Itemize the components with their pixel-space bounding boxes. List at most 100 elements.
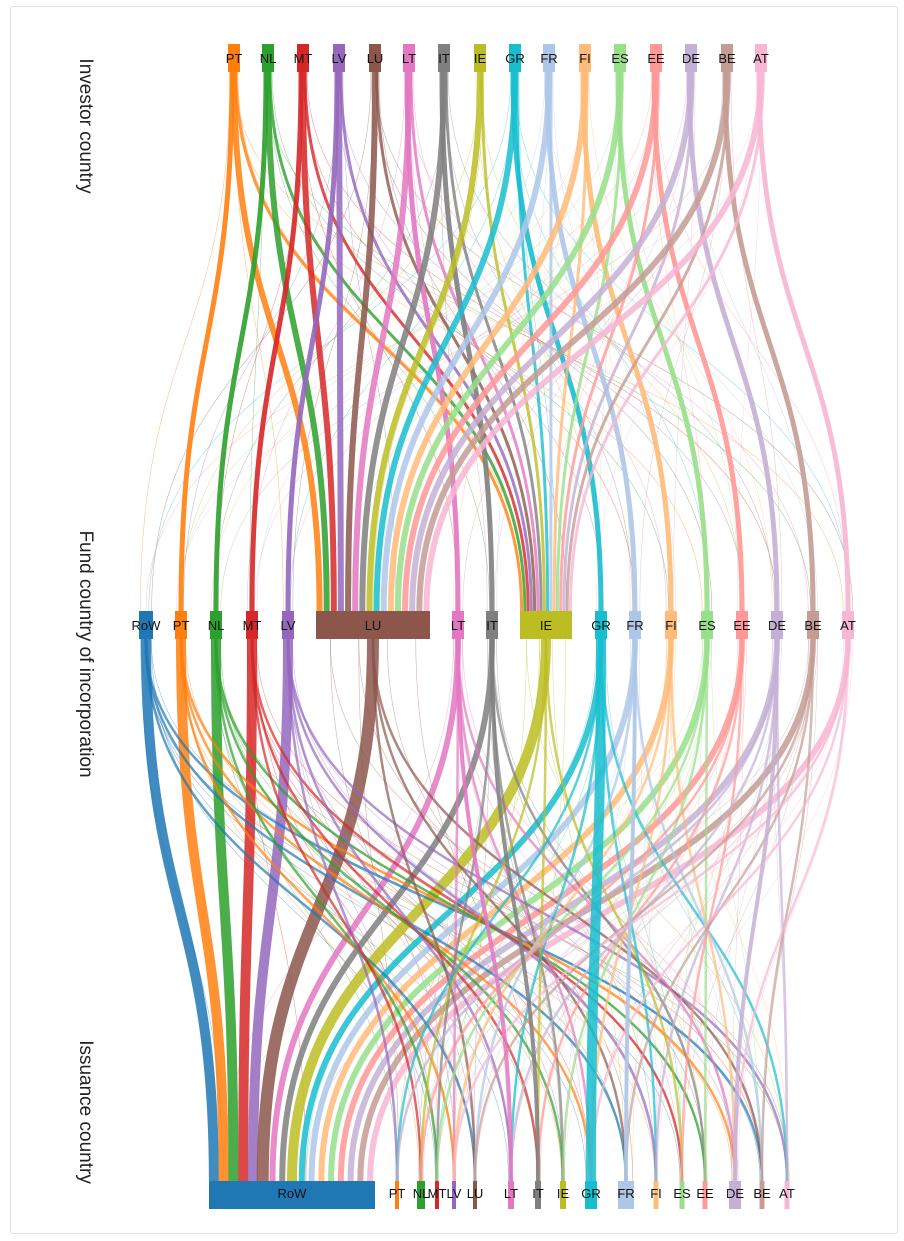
flow-link xyxy=(633,638,764,1182)
flow-link xyxy=(148,71,512,612)
issuance-label-mt: MT xyxy=(428,1186,447,1201)
investor-node-gr xyxy=(509,44,521,72)
flow-link xyxy=(395,638,779,1182)
flow-link xyxy=(366,71,483,612)
flow-link xyxy=(409,71,694,612)
flow-link xyxy=(562,71,695,612)
flow-link xyxy=(318,638,674,1182)
investor-node-de xyxy=(685,44,697,72)
investor-label-de: DE xyxy=(682,51,700,66)
flow-link xyxy=(544,638,684,1182)
flow-link xyxy=(760,638,815,1182)
issuance-label-nl: NL xyxy=(413,1186,430,1201)
issuance-node-gr xyxy=(585,1181,597,1209)
flow-link xyxy=(178,71,235,612)
fund-node-fi xyxy=(665,611,677,639)
flow-link xyxy=(655,71,849,612)
flow-link xyxy=(329,638,456,1182)
flow-link xyxy=(404,71,809,612)
main-links xyxy=(141,71,851,1182)
fund-label-ie: IE xyxy=(540,618,553,633)
flow-link xyxy=(588,71,773,612)
flow-link xyxy=(511,638,815,1182)
fund-label-lu: LU xyxy=(365,618,382,633)
flow-link xyxy=(394,71,623,612)
issuance-node-at xyxy=(784,1181,790,1209)
flow-link xyxy=(624,638,637,1182)
flow-link xyxy=(639,71,728,612)
issuance-label-be: BE xyxy=(753,1186,771,1201)
flow-link xyxy=(473,638,815,1182)
flow-link xyxy=(386,638,633,1182)
flow-link xyxy=(140,71,231,612)
issuance-label-ee: EE xyxy=(696,1186,714,1201)
flow-link xyxy=(141,638,219,1182)
flow-link xyxy=(447,71,775,612)
investor-label-pt: PT xyxy=(226,51,243,66)
flow-link xyxy=(703,638,709,1182)
investor-label-fr: FR xyxy=(540,51,557,66)
fund-node-gr xyxy=(595,611,607,639)
flow-link xyxy=(514,71,851,612)
flow-link xyxy=(651,71,745,612)
flow-link xyxy=(561,638,709,1182)
flow-link xyxy=(568,71,765,612)
issuance-node-mt xyxy=(435,1181,439,1209)
issuance-node-lu xyxy=(473,1181,477,1209)
flow-link xyxy=(639,638,658,1182)
issuance-label-de: DE xyxy=(726,1186,744,1201)
flow-link xyxy=(336,71,344,612)
flow-link xyxy=(140,638,681,1182)
flow-link xyxy=(402,71,659,612)
fund-label-es: ES xyxy=(698,618,716,633)
issuance-label-es: ES xyxy=(673,1186,691,1201)
issuance-label-gr: GR xyxy=(581,1186,601,1201)
investor-node-fi xyxy=(579,44,591,72)
investor-node-lv xyxy=(333,44,345,72)
flow-link xyxy=(238,638,257,1182)
flow-link xyxy=(619,71,740,612)
fund-node-ee xyxy=(736,611,748,639)
flow-link xyxy=(412,71,667,612)
fund-node-lv xyxy=(282,611,294,639)
flow-link xyxy=(220,638,538,1182)
investor-node-at xyxy=(755,44,767,72)
flow-link xyxy=(480,71,546,612)
investor-label-be: BE xyxy=(718,51,736,66)
fund-label-lt: LT xyxy=(451,618,465,633)
flow-link xyxy=(268,71,527,612)
flow-link xyxy=(339,71,533,612)
flow-link xyxy=(286,638,789,1182)
flow-link xyxy=(287,638,551,1182)
flow-link xyxy=(395,638,603,1182)
flow-link xyxy=(214,638,707,1182)
investor-node-nl xyxy=(262,44,274,72)
flow-link xyxy=(537,638,782,1182)
flow-link xyxy=(271,71,669,612)
flow-link xyxy=(456,638,513,1182)
fund-node-row xyxy=(139,611,153,639)
flow-link xyxy=(654,638,779,1182)
flow-link xyxy=(680,638,744,1182)
investor-node-ee xyxy=(650,44,662,72)
issuance-node-be xyxy=(759,1181,765,1209)
fund-label-at: AT xyxy=(840,618,856,633)
flow-link xyxy=(375,71,537,612)
fund-label-fr: FR xyxy=(626,618,643,633)
investor-label-mt: MT xyxy=(294,51,313,66)
flow-link xyxy=(250,638,684,1182)
flow-link xyxy=(292,71,376,612)
flow-link xyxy=(371,638,764,1182)
investor-node-mt xyxy=(297,44,309,72)
flow-link xyxy=(615,71,710,612)
flow-link xyxy=(367,638,851,1182)
fund-node-lt xyxy=(452,611,464,639)
flow-link xyxy=(416,71,730,612)
issuance-label-at: AT xyxy=(779,1186,795,1201)
investor-label-gr: GR xyxy=(505,51,525,66)
flow-link xyxy=(328,638,710,1182)
fund-label-it: IT xyxy=(486,618,498,633)
issuance-node-es xyxy=(679,1181,685,1209)
